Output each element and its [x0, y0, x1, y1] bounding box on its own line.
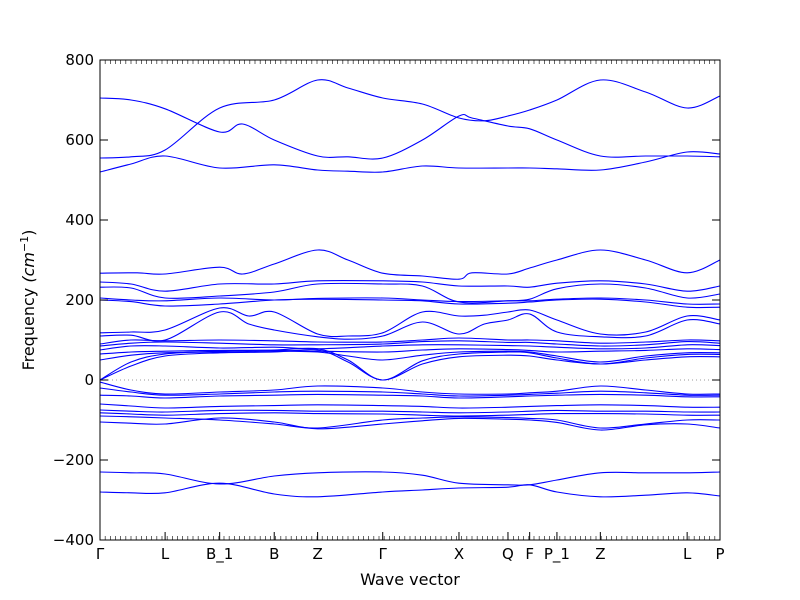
band-line-9 [100, 307, 720, 338]
band-line-26 [100, 471, 720, 486]
y-tick-label: −400 [53, 531, 94, 549]
band-line-10 [100, 311, 720, 342]
band-line-8 [100, 298, 720, 309]
band-line-14 [100, 348, 720, 355]
x-tick-label: P_1 [544, 545, 570, 564]
y-axis-label: Frequency (cm−1) [18, 230, 38, 371]
band-line-19 [100, 387, 720, 397]
x-tick-label: Z [312, 545, 322, 563]
band-line-25 [100, 417, 720, 431]
band-line-4 [100, 249, 720, 280]
band-line-23 [100, 412, 720, 417]
y-tick-label: −200 [53, 451, 94, 469]
y-axis-label-text: Frequency [19, 283, 38, 371]
x-tick-label: B_1 [206, 545, 233, 564]
band-line-3 [100, 151, 720, 173]
band-line-21 [100, 403, 720, 409]
y-tick-label: 200 [65, 291, 94, 309]
x-tick-label: Q [502, 545, 514, 563]
band-line-6 [100, 282, 720, 304]
x-tick-label: P [715, 545, 724, 563]
x-tick-label: Γ [379, 545, 388, 563]
x-tick-label: L [161, 545, 170, 563]
band-line-12 [100, 340, 720, 347]
y-axis-label-unit: (cm [19, 252, 38, 283]
band-line-20 [100, 393, 720, 399]
x-tick-label: Z [595, 545, 605, 563]
plot-area [100, 79, 720, 498]
y-tick-label: 400 [65, 211, 94, 229]
band-line-2 [100, 79, 720, 159]
y-axis-label-close: ) [19, 230, 38, 236]
x-tick-label: F [525, 545, 534, 563]
band-lines [100, 79, 720, 498]
band-line-17 [100, 348, 720, 381]
axes: −400 −200 0 200 400 600 800 Γ L B_1 B Z Γ X Q F P_1 Z L P [53, 51, 725, 564]
x-tick-label: L [683, 545, 692, 563]
band-line-1 [100, 97, 720, 160]
band-line-5 [100, 279, 720, 292]
y-tick-label: 600 [65, 131, 94, 149]
y-tick-label: 800 [65, 51, 94, 69]
band-line-22 [100, 409, 720, 414]
band-line-7 [100, 297, 720, 305]
x-tick-label: X [454, 545, 464, 563]
band-line-11 [100, 337, 720, 345]
band-line-27 [100, 482, 720, 498]
y-axis-label-exponent: −1 [18, 236, 31, 252]
x-tick-label: B [269, 545, 279, 563]
y-tick-label: 0 [84, 371, 94, 389]
x-axis-label: Wave vector [360, 570, 460, 589]
x-tick-label: Γ [96, 545, 105, 563]
band-line-13 [100, 344, 720, 351]
band-line-18 [100, 381, 720, 395]
band-line-24 [100, 415, 720, 429]
